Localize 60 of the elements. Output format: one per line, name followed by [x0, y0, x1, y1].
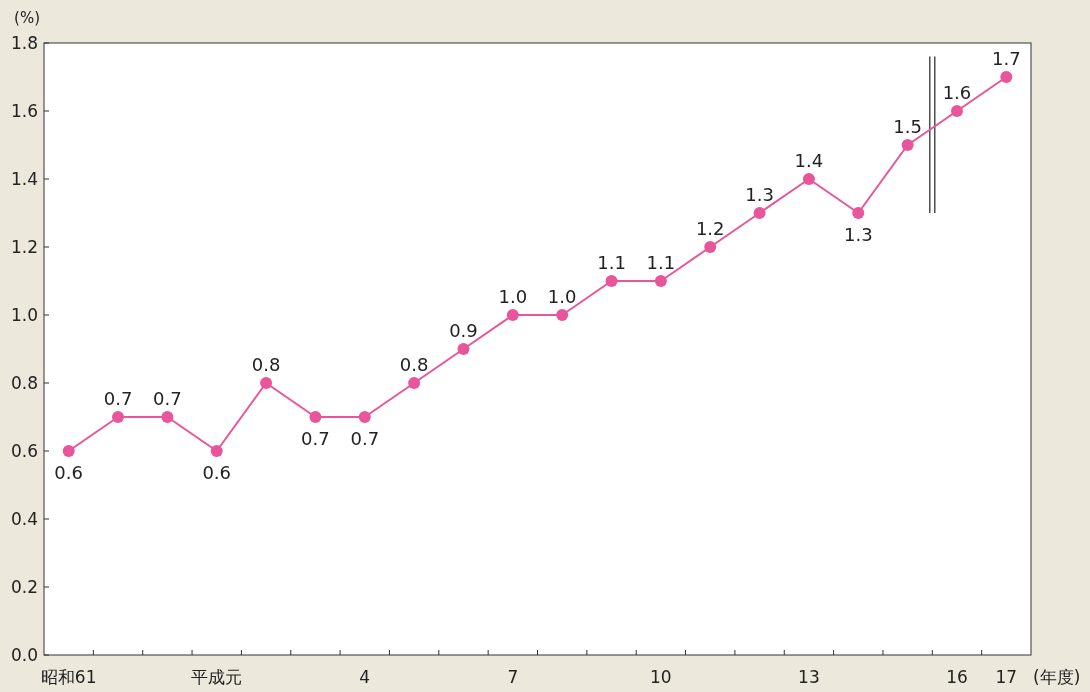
- data-label: 0.8: [251, 354, 281, 375]
- point: [210, 445, 223, 457]
- data-label: 0.7: [153, 388, 182, 409]
- y-tick-label: 0.0: [10, 645, 38, 665]
- x-tick-label: 10: [650, 667, 672, 687]
- data-label: 1.1: [597, 252, 626, 273]
- data-label: 1.4: [794, 150, 824, 171]
- point: [1000, 71, 1013, 83]
- point: [852, 207, 865, 219]
- data-label: 1.6: [942, 82, 972, 103]
- point: [408, 377, 421, 389]
- y-tick-label: 0.4: [10, 509, 38, 529]
- point: [62, 445, 75, 457]
- point: [506, 309, 519, 321]
- data-label: 0.9: [449, 320, 478, 341]
- data-label: 0.7: [350, 428, 380, 449]
- point: [802, 173, 815, 185]
- data-label: 1.2: [695, 218, 725, 239]
- x-tick-label: 17: [995, 667, 1018, 687]
- y-tick-label: 0.6: [10, 441, 38, 461]
- point: [556, 309, 569, 321]
- data-label: 1.0: [498, 286, 528, 307]
- point: [654, 275, 667, 287]
- y-tick-label: 1.0: [10, 305, 38, 325]
- x-tick-label: 7: [507, 667, 519, 687]
- y-tick-label: 0.2: [10, 577, 38, 597]
- x-tick-label: 昭和61: [40, 667, 97, 687]
- point: [309, 411, 322, 423]
- x-tick-label: 16: [946, 667, 968, 687]
- y-tick-label: 1.4: [10, 169, 38, 189]
- data-label: 1.0: [547, 286, 577, 307]
- data-label: 1.3: [843, 224, 873, 245]
- x-tick-label: 4: [359, 667, 371, 687]
- point: [605, 275, 618, 287]
- y-tick-label: 1.6: [10, 101, 38, 121]
- point: [161, 411, 174, 423]
- y-tick-label: 1.8: [10, 33, 38, 53]
- x-tick-label: 13: [798, 667, 820, 687]
- data-label: 0.7: [301, 428, 330, 449]
- data-label: 0.6: [54, 462, 83, 483]
- point: [358, 411, 371, 423]
- x-tick-label: 平成元: [191, 667, 243, 687]
- point: [112, 411, 125, 423]
- y-tick-label: 1.2: [10, 237, 38, 257]
- point: [704, 241, 717, 253]
- data-label: 1.3: [745, 184, 774, 205]
- point: [950, 105, 963, 117]
- point: [753, 207, 766, 219]
- y-tick-label: 0.8: [10, 373, 38, 393]
- data-label: 1.7: [992, 48, 1021, 69]
- data-label: 0.7: [103, 388, 133, 409]
- point: [260, 377, 273, 389]
- data-label: 0.8: [399, 354, 429, 375]
- point: [901, 139, 914, 151]
- x-axis-title: (年度): [1033, 667, 1081, 687]
- point: [457, 343, 470, 355]
- y-axis-title: (%): [14, 9, 40, 27]
- data-label: 1.1: [646, 252, 676, 273]
- data-label: 1.5: [893, 116, 922, 137]
- data-label: 0.6: [202, 462, 232, 483]
